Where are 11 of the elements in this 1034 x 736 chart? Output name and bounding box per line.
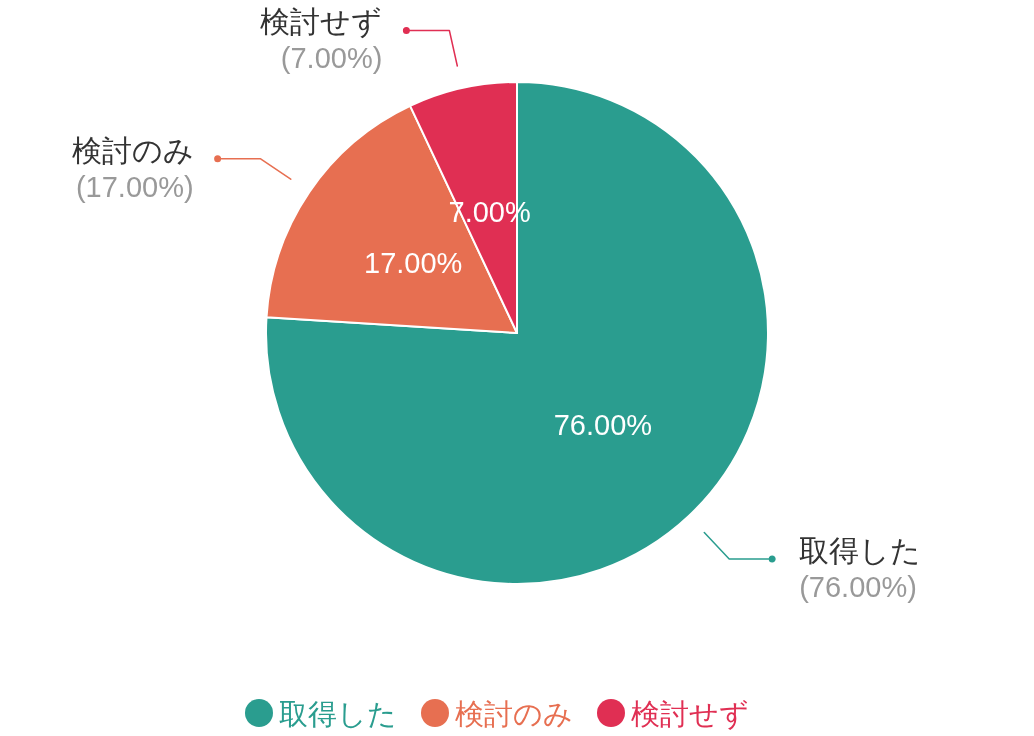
slice-label: 検討のみ: [71, 133, 194, 167]
legend-label: 取得した: [279, 698, 397, 730]
annotation: (76.00%): [799, 570, 917, 603]
slice-label: 検討せず: [260, 5, 383, 39]
annotation: (7.00%): [280, 42, 383, 75]
legend-label: 検討のみ: [455, 698, 573, 730]
slice-label: 取得した: [799, 533, 922, 567]
annotation: (17.00%): [75, 170, 194, 203]
data-label: 17.00%: [364, 247, 463, 280]
legend-label: 検討せず: [631, 698, 749, 730]
data-label: 76.00%: [553, 409, 653, 442]
